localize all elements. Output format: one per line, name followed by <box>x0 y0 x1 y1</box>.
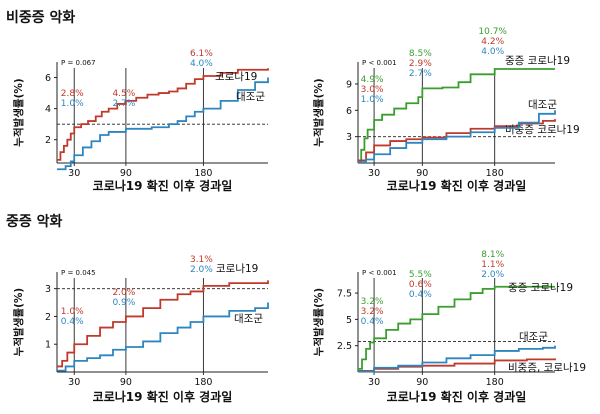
y-tick-label: 1 <box>45 340 51 351</box>
x-axis-title: 코로나19 확진 이후 경과일 <box>93 178 233 193</box>
value-annotation: 3.0% <box>361 85 384 95</box>
series-line-2 <box>57 77 269 171</box>
value-annotation: 4.2% <box>481 37 504 47</box>
section-title-mild: 비중증 악화 <box>6 9 75 26</box>
x-tick-label: 180 <box>194 168 212 179</box>
value-annotation: 1.0% <box>61 307 84 317</box>
series-line-1 <box>57 68 269 161</box>
value-annotation: 6.1% <box>190 49 213 59</box>
value-annotation: 2.0% <box>481 270 504 280</box>
series-label-1: 중증 코로나19 <box>508 282 573 294</box>
value-annotation: 2.8% <box>61 89 84 99</box>
y-axis-title: 누적발생률(%) <box>12 78 25 146</box>
value-annotation: 0.4% <box>409 290 432 300</box>
value-annotation: 2.0% <box>112 288 135 298</box>
series-label-1: 중증 코로나19 <box>505 55 570 67</box>
value-annotation: 4.0% <box>481 47 504 57</box>
value-annotation: 2.7% <box>112 99 135 109</box>
value-annotation: 5.5% <box>409 270 432 280</box>
series-line-2 <box>358 358 556 372</box>
value-annotation: 0.9% <box>112 298 135 308</box>
y-tick-label: 9 <box>346 79 352 90</box>
p-value-label: P = 0.067 <box>61 59 96 67</box>
value-annotation: 4.0% <box>190 59 213 69</box>
value-annotation: 1.1% <box>481 260 504 270</box>
value-annotation: 4.9% <box>361 75 384 85</box>
x-tick-label: 30 <box>368 168 380 179</box>
p-value-label: P = 0.045 <box>61 269 96 277</box>
x-tick-label: 180 <box>486 377 504 388</box>
section-title-severe: 중증 악화 <box>6 213 63 230</box>
value-annotation: 10.7% <box>478 27 507 37</box>
value-annotation: 4.5% <box>112 89 135 99</box>
y-tick-label: 4 <box>45 104 51 115</box>
y-axis-title: 누적발생률(%) <box>12 288 25 356</box>
x-tick-label: 90 <box>120 168 132 179</box>
x-tick-label: 90 <box>416 377 428 388</box>
series-line-1 <box>57 280 269 368</box>
y-tick-label: 3 <box>346 132 352 143</box>
x-tick-label: 30 <box>368 377 380 388</box>
series-line-3 <box>358 345 556 373</box>
value-annotation: 3.1% <box>190 255 213 265</box>
y-tick-label: 3 <box>45 284 51 295</box>
value-annotation: 1.0% <box>361 95 384 105</box>
value-annotation: 0.6% <box>409 280 432 290</box>
series-label-2: 비중증, 코로나19 <box>508 362 586 374</box>
series-label-3: 대조군 <box>519 331 548 343</box>
y-tick-label: 6 <box>45 73 51 84</box>
series-label-3: 대조군 <box>528 99 557 111</box>
x-tick-label: 30 <box>68 377 80 388</box>
x-tick-label: 90 <box>416 168 428 179</box>
x-axis-title: 코로나19 확진 이후 경과일 <box>387 389 527 404</box>
y-tick-label: 2 <box>45 312 51 323</box>
value-annotation: 0.4% <box>61 317 84 327</box>
value-annotation: 3.2% <box>361 297 384 307</box>
series-line-1 <box>358 68 555 163</box>
series-label-1: 코로나19 <box>215 71 257 83</box>
series-label-2: 대조군 <box>234 313 263 325</box>
y-tick-label: 2.5 <box>337 341 352 352</box>
p-value-label: P < 0.001 <box>362 59 397 67</box>
x-tick-label: 90 <box>120 377 132 388</box>
value-annotation: 2.0% <box>190 265 213 275</box>
series-label-2: 비중증 코로나19 <box>505 124 580 136</box>
y-tick-label: 7.5 <box>337 289 352 300</box>
value-annotation: 3.2% <box>361 307 384 317</box>
y-tick-label: 6 <box>346 106 352 117</box>
series-line-1 <box>358 285 555 370</box>
value-annotation: 8.1% <box>481 250 504 260</box>
y-axis-title: 누적발생률(%) <box>312 78 325 146</box>
y-tick-label: 2 <box>45 135 51 146</box>
value-annotation: 8.5% <box>409 49 432 59</box>
series-line-2 <box>57 302 269 372</box>
series-label-2: 대조군 <box>236 91 265 103</box>
series-line-3 <box>358 110 556 164</box>
y-axis-title: 누적발생률(%) <box>312 288 325 356</box>
value-annotation: 2.7% <box>409 69 432 79</box>
x-tick-label: 30 <box>68 168 80 179</box>
value-annotation: 1.0% <box>61 99 84 109</box>
series-label-1: 코로나19 <box>216 263 258 275</box>
value-annotation: 0.4% <box>361 317 384 327</box>
x-tick-label: 180 <box>486 168 504 179</box>
value-annotation: 2.9% <box>409 59 432 69</box>
x-tick-label: 180 <box>194 377 212 388</box>
y-tick-label: 5 <box>346 315 352 326</box>
x-axis-title: 코로나19 확진 이후 경과일 <box>93 389 233 404</box>
p-value-label: P < 0.001 <box>362 269 397 277</box>
x-axis-title: 코로나19 확진 이후 경과일 <box>387 178 527 193</box>
